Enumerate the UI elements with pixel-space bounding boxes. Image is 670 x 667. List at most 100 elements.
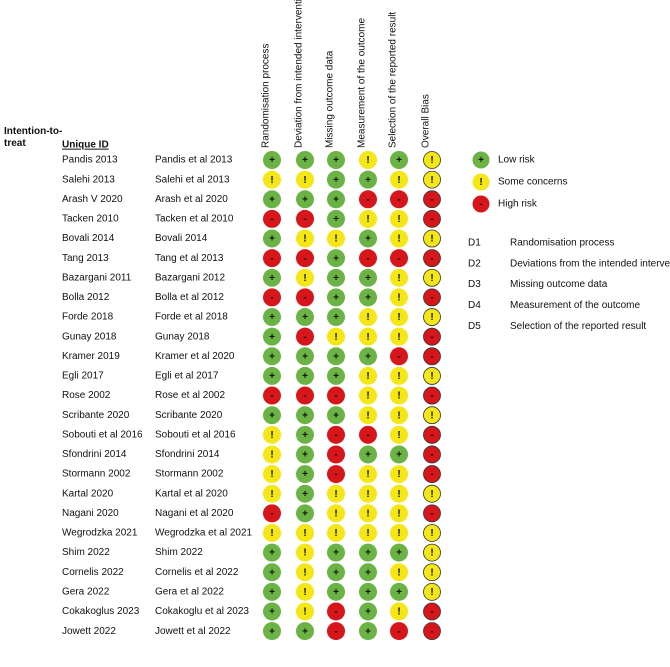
judgement-symbol: +: [396, 548, 402, 559]
judgement-symbol: -: [430, 332, 433, 343]
unique-id: Shim 2022: [155, 547, 203, 558]
domain-label: Missing outcome data: [510, 279, 608, 290]
judgement-circle: [263, 170, 281, 189]
judgement-circle: [359, 504, 377, 523]
judgement-circle: [263, 504, 281, 523]
unique-id: Scribante 2020: [155, 410, 223, 421]
judgement-symbol: +: [302, 371, 308, 382]
judgement-symbol: !: [397, 391, 400, 402]
judgement-circle: [423, 582, 441, 601]
judgement-symbol: +: [269, 567, 275, 578]
judgement-symbol: -: [270, 214, 273, 225]
unique-id: Bazargani 2012: [155, 272, 225, 283]
judgement-circle: [359, 465, 377, 484]
study-name: Nagani 2020: [62, 508, 119, 519]
judgement-symbol: -: [397, 626, 400, 637]
unique-id: Rose et al 2002: [155, 390, 225, 401]
judgement-circle: [327, 465, 345, 484]
judgement-symbol: !: [366, 391, 369, 402]
legend-circle: [472, 195, 490, 213]
judgement-circle: [263, 347, 281, 366]
unique-id: Salehi et al 2013: [155, 174, 230, 185]
judgement-circle: [296, 170, 314, 189]
judgement-circle: [327, 288, 345, 307]
judgement-circle: [390, 209, 408, 228]
judgement-symbol: !: [366, 214, 369, 225]
judgement-circle: [296, 190, 314, 209]
judgement-symbol: -: [303, 293, 306, 304]
judgement-circle: [390, 170, 408, 189]
study-name: Gera 2022: [62, 587, 110, 598]
judgement-circle: [263, 406, 281, 425]
judgement-circle: [263, 622, 281, 641]
unique-id: Cokakoglu et al 2023: [155, 606, 249, 617]
judgement-circle: [359, 209, 377, 228]
judgement-circle: [359, 406, 377, 425]
judgement-circle: [296, 622, 314, 641]
judgement-circle: [390, 347, 408, 366]
judgement-symbol: -: [334, 469, 337, 480]
judgement-symbol: +: [269, 587, 275, 598]
judgement-symbol: +: [302, 469, 308, 480]
judgement-symbol: !: [270, 175, 273, 186]
judgement-symbol: -: [430, 607, 433, 618]
judgement-symbol: +: [365, 351, 371, 362]
judgement-circle: [359, 327, 377, 346]
judgement-symbol: +: [302, 312, 308, 323]
judgement-symbol: +: [269, 371, 275, 382]
judgement-symbol: !: [430, 371, 433, 382]
judgement-circle: [327, 563, 345, 582]
judgement-symbol: !: [430, 567, 433, 578]
judgement-symbol: +: [365, 567, 371, 578]
judgement-circle: [359, 445, 377, 464]
judgement-circle: [359, 347, 377, 366]
judgement-symbol: !: [366, 155, 369, 166]
judgement-circle: [423, 367, 441, 385]
legend-symbol: !: [479, 177, 482, 188]
unique-id: Egli et al 2017: [155, 371, 219, 382]
judgement-symbol: +: [302, 489, 308, 500]
judgement-symbol: !: [397, 528, 400, 539]
judgement-circle: [327, 249, 345, 268]
judgement-circle: [263, 484, 281, 503]
judgement-circle: [390, 327, 408, 346]
judgement-symbol: !: [303, 607, 306, 618]
judgement-symbol: +: [365, 234, 371, 245]
judgement-symbol: !: [397, 410, 400, 421]
judgement-circle: [296, 249, 314, 268]
judgement-symbol: +: [333, 155, 339, 166]
judgement-circle: [263, 602, 281, 621]
judgement-circle: [423, 406, 441, 425]
judgement-symbol: !: [397, 489, 400, 500]
judgement-symbol: !: [430, 234, 433, 245]
judgement-symbol: -: [430, 214, 433, 225]
column-header: Overall Bias: [421, 94, 432, 148]
judgement-circle: [359, 563, 377, 582]
judgement-circle: [423, 504, 441, 523]
unique-id: Bovali 2014: [155, 233, 208, 244]
judgement-symbol: +: [333, 273, 339, 284]
judgement-symbol: !: [397, 273, 400, 284]
unique-id: Arash et al 2020: [155, 194, 228, 205]
judgement-symbol: !: [303, 567, 306, 578]
judgement-circle: [296, 327, 314, 346]
judgement-symbol: !: [366, 469, 369, 480]
judgement-circle: [390, 308, 408, 327]
judgement-symbol: !: [366, 312, 369, 323]
study-name: Sfondrini 2014: [62, 449, 127, 460]
judgement-circle: [359, 543, 377, 562]
legend-label: Low risk: [498, 155, 536, 166]
judgement-circle: [327, 425, 345, 444]
domain-label: Measurement of the outcome: [510, 300, 641, 311]
domain-code: D1: [468, 238, 481, 249]
unique-id: Sfondrini 2014: [155, 449, 220, 460]
judgement-symbol: !: [270, 430, 273, 441]
judgement-circle: [327, 386, 345, 405]
judgement-circle: [327, 484, 345, 503]
judgement-symbol: !: [430, 587, 433, 598]
judgement-symbol: !: [430, 548, 433, 559]
judgement-circle: [359, 386, 377, 405]
judgement-symbol: !: [430, 155, 433, 166]
unique-id: Nagani et al 2020: [155, 508, 234, 519]
